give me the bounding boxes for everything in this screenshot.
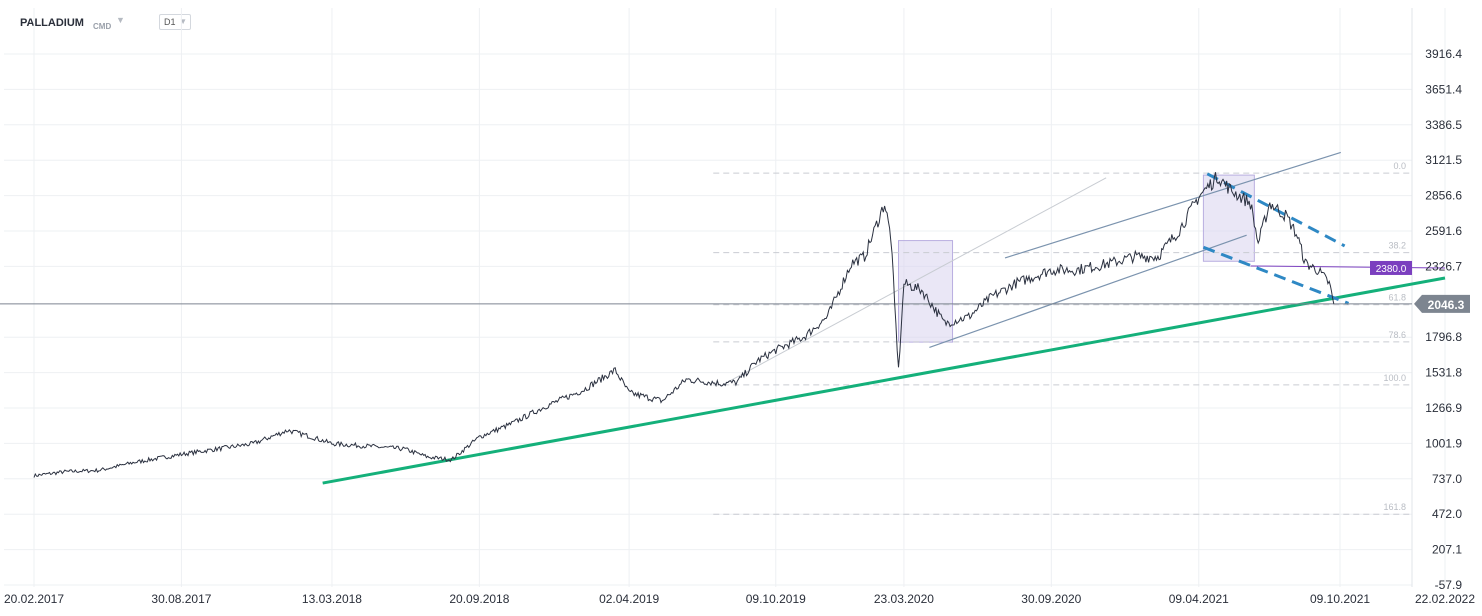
trend-drawings [0, 151, 1446, 485]
y-tick-label: 737.0 [1432, 472, 1462, 486]
y-tick-label: 207.1 [1432, 543, 1462, 557]
grid [4, 8, 1446, 587]
x-tick-label: 13.03.2018 [302, 592, 362, 606]
y-tick-label: 2856.6 [1425, 189, 1462, 203]
x-tick-label: 23.03.2020 [874, 592, 934, 606]
x-tick-label: 20.02.2017 [4, 592, 64, 606]
fib-level-label: 61.8 [1388, 293, 1406, 303]
support-trend-line [322, 276, 1446, 485]
highlight-box [898, 240, 954, 343]
y-tick-label: 3651.4 [1425, 82, 1462, 96]
highlight-boxes [898, 174, 1255, 343]
level-line [1250, 265, 1446, 269]
x-tick-label: 09.04.2021 [1169, 592, 1229, 606]
x-tick-label: 02.04.2019 [599, 592, 659, 606]
y-tick-label: 2326.7 [1425, 259, 1462, 273]
y-tick-label: 2591.6 [1425, 224, 1462, 238]
channel-upper-line [1004, 151, 1341, 259]
x-tick-label: 30.08.2017 [151, 592, 211, 606]
fib-level-label: 78.6 [1388, 330, 1406, 340]
current-price-tag-value: 2046.3 [1428, 298, 1465, 312]
fib-level-label: 100.0 [1383, 373, 1406, 383]
y-tick-label: 472.0 [1432, 507, 1462, 521]
source-label: CMD [93, 21, 112, 31]
timeframe-select[interactable]: D1 ▼ [159, 14, 191, 30]
chevron-down-icon: ▼ [179, 17, 187, 26]
y-tick-label: 1796.8 [1425, 330, 1462, 344]
fib-level-label: 161.8 [1383, 502, 1406, 512]
symbol-label[interactable]: PALLADIUM [20, 17, 84, 29]
fib-level-label: 38.2 [1388, 241, 1406, 251]
price-series [33, 172, 1335, 478]
y-axis: 3916.4 3651.4 3386.5 3121.5 2856.6 2591.6 2326… [1425, 47, 1462, 592]
y-tick-label: -57.9 [1435, 578, 1463, 592]
y-tick-label: 3386.5 [1425, 118, 1462, 132]
fib-level-label: 0.0 [1393, 161, 1406, 171]
current-price-tag-bg [1414, 294, 1470, 313]
price-line [33, 172, 1335, 478]
dashed-trend-lower [1202, 245, 1350, 305]
x-tick-label: 09.10.2021 [1310, 592, 1370, 606]
y-tick-label: 1266.9 [1425, 401, 1462, 415]
x-tick-label: 09.10.2019 [746, 592, 806, 606]
y-tick-label: 1001.9 [1425, 436, 1462, 450]
x-tick-label: 22.02.2022 [1415, 592, 1475, 606]
faint-trend-line [722, 177, 1107, 386]
x-tick-label: 30.09.2020 [1021, 592, 1081, 606]
y-tick-label: 1531.8 [1425, 366, 1462, 380]
channel-lower-line [929, 234, 1247, 349]
symbol-dropdown-icon[interactable]: ▼ [116, 15, 125, 25]
timeframe-value: D1 [164, 17, 176, 27]
level-tag-bg [1370, 260, 1412, 275]
x-axis: 20.02.2017 30.08.2017 13.03.2018 20.09.2018… [4, 592, 1475, 606]
y-tick-label: 3121.5 [1425, 153, 1462, 167]
price-tags: 2380.0 2046.3 [1370, 260, 1470, 313]
level-tag-value: 2380.0 [1376, 264, 1407, 275]
x-tick-label: 20.09.2018 [449, 592, 509, 606]
y-tick-label: 3916.4 [1425, 47, 1462, 61]
